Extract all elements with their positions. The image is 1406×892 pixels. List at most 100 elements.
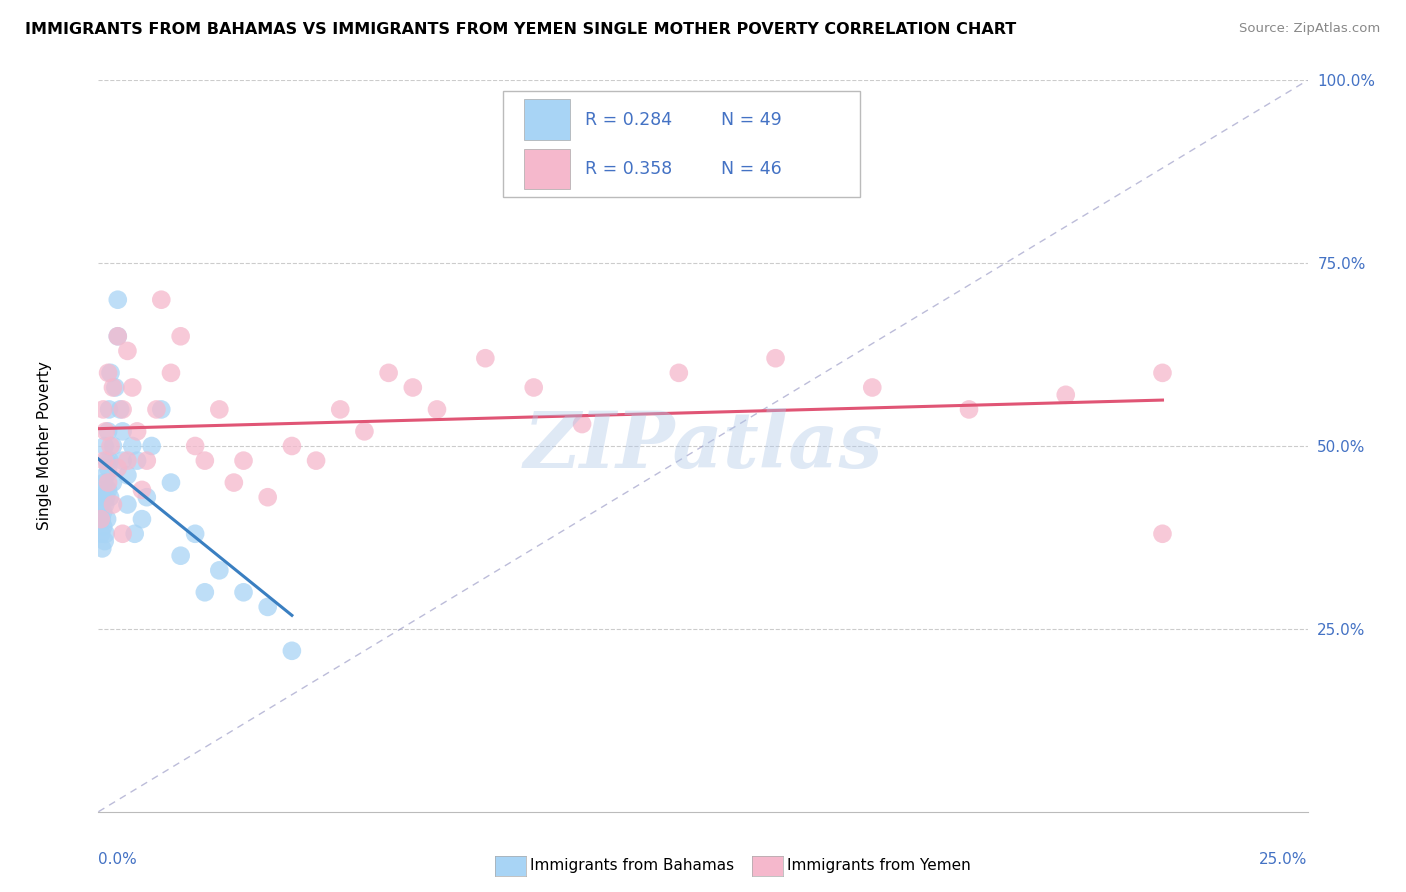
Point <box>91 541 114 556</box>
Point <box>90 512 112 526</box>
Text: N = 46: N = 46 <box>721 160 782 178</box>
Point <box>100 439 122 453</box>
Point <box>377 366 399 380</box>
Point <box>91 519 114 533</box>
Point <box>117 343 139 358</box>
Point <box>107 329 129 343</box>
Point <box>96 453 118 467</box>
Point <box>150 402 173 417</box>
Point <box>90 512 112 526</box>
Bar <box>524 100 569 140</box>
Point <box>101 498 124 512</box>
Point <box>93 453 115 467</box>
Point <box>111 453 134 467</box>
Point <box>97 461 120 475</box>
Point <box>94 498 117 512</box>
Point <box>101 475 124 490</box>
Point <box>108 402 131 417</box>
Point <box>111 402 134 417</box>
Point <box>121 380 143 394</box>
Point <box>281 644 304 658</box>
Point <box>160 366 183 380</box>
Point <box>184 526 207 541</box>
Point <box>232 453 254 467</box>
Point <box>96 512 118 526</box>
Text: Immigrants from Yemen: Immigrants from Yemen <box>787 858 972 872</box>
Point <box>194 453 217 467</box>
Point <box>523 380 546 394</box>
Point <box>97 483 120 497</box>
Point <box>131 483 153 497</box>
Point <box>94 425 117 439</box>
Point <box>957 402 980 417</box>
Point <box>169 549 191 563</box>
Point <box>402 380 425 394</box>
Point <box>135 453 157 467</box>
Point <box>353 425 375 439</box>
Bar <box>524 149 569 189</box>
Text: R = 0.284: R = 0.284 <box>585 111 672 128</box>
Point <box>256 490 278 504</box>
Point <box>474 351 496 366</box>
Point <box>97 475 120 490</box>
Point <box>160 475 183 490</box>
Point <box>127 453 149 467</box>
Point <box>107 461 129 475</box>
Point <box>117 498 139 512</box>
Point <box>111 425 134 439</box>
Point <box>97 366 120 380</box>
Point <box>90 498 112 512</box>
Text: 25.0%: 25.0% <box>1260 852 1308 867</box>
Point <box>121 439 143 453</box>
Text: IMMIGRANTS FROM BAHAMAS VS IMMIGRANTS FROM YEMEN SINGLE MOTHER POVERTY CORRELATI: IMMIGRANTS FROM BAHAMAS VS IMMIGRANTS FR… <box>25 22 1017 37</box>
Point <box>127 425 149 439</box>
Point <box>107 329 129 343</box>
Point <box>184 439 207 453</box>
Point <box>135 490 157 504</box>
Point <box>305 453 328 467</box>
Point <box>100 366 122 380</box>
Point <box>131 512 153 526</box>
Text: N = 49: N = 49 <box>721 111 782 128</box>
Point <box>141 439 163 453</box>
Point <box>1054 388 1077 402</box>
Point <box>194 585 217 599</box>
Point <box>1152 526 1174 541</box>
Point <box>98 402 121 417</box>
Text: 0.0%: 0.0% <box>98 852 138 867</box>
Text: Single Mother Poverty: Single Mother Poverty <box>38 361 52 531</box>
Point <box>96 490 118 504</box>
Point <box>91 505 114 519</box>
Point <box>91 402 114 417</box>
Point <box>150 293 173 307</box>
Point <box>107 293 129 307</box>
Point <box>169 329 191 343</box>
Point <box>111 526 134 541</box>
Point <box>208 563 231 577</box>
Text: Immigrants from Bahamas: Immigrants from Bahamas <box>530 858 734 872</box>
Point <box>124 526 146 541</box>
Point <box>117 468 139 483</box>
Point <box>256 599 278 614</box>
Point <box>571 417 593 431</box>
Point <box>281 439 304 453</box>
Text: R = 0.358: R = 0.358 <box>585 160 672 178</box>
Point <box>232 585 254 599</box>
Point <box>93 475 115 490</box>
Point <box>90 526 112 541</box>
Point <box>90 483 112 497</box>
Point <box>860 380 883 394</box>
Point <box>117 453 139 467</box>
Point <box>208 402 231 417</box>
Point <box>93 439 115 453</box>
Point <box>98 490 121 504</box>
Point <box>765 351 787 366</box>
Point <box>222 475 245 490</box>
Point <box>104 380 127 394</box>
Point <box>93 534 115 549</box>
Point <box>101 439 124 453</box>
Point <box>329 402 352 417</box>
Text: Source: ZipAtlas.com: Source: ZipAtlas.com <box>1240 22 1381 36</box>
Point <box>426 402 449 417</box>
FancyBboxPatch shape <box>503 91 860 197</box>
